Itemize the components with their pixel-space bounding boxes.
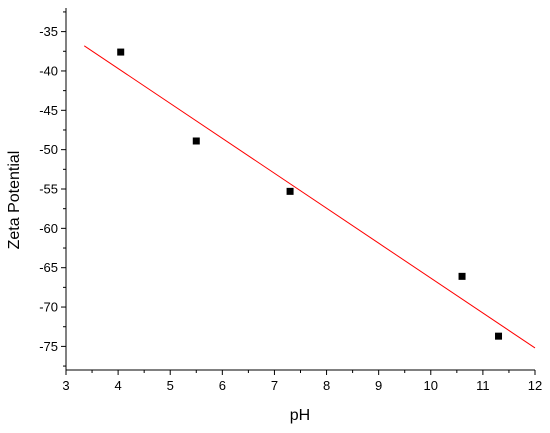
data-point — [192, 137, 200, 145]
x-tick-label: 3 — [62, 378, 69, 393]
y-tick-label: -65 — [39, 260, 58, 275]
x-tick-label: 11 — [476, 378, 490, 393]
y-tick-label: -75 — [39, 339, 58, 354]
x-tick-label: 10 — [424, 378, 438, 393]
axes: 3 4 5 6 7 8 9 10 11 12 -35 -40 -45 -50 -55 -60 -65 -70 -75 — [39, 8, 542, 393]
x-axis-title: pH — [290, 407, 310, 424]
y-tick-label: -55 — [39, 182, 58, 197]
x-tick-label: 7 — [271, 378, 278, 393]
y-tick-label: -60 — [39, 221, 58, 236]
data-point — [117, 48, 125, 56]
x-tick-label: 5 — [167, 378, 174, 393]
y-tick-label: -40 — [39, 63, 58, 78]
y-tick-label: -35 — [39, 24, 58, 39]
plot-area — [83, 45, 536, 349]
data-point — [495, 332, 503, 340]
y-axis-title: Zeta Potential — [6, 151, 23, 250]
x-tick-label: 8 — [323, 378, 330, 393]
y-tick-label: -70 — [39, 300, 58, 315]
x-tick-label: 6 — [219, 378, 226, 393]
data-point — [286, 187, 294, 195]
data-point — [458, 272, 466, 280]
y-tick-label: -50 — [39, 142, 58, 157]
y-tick-label: -45 — [39, 103, 58, 118]
x-tick-label: 12 — [528, 378, 542, 393]
x-tick-label: 4 — [114, 378, 121, 393]
x-tick-label: 9 — [375, 378, 382, 393]
fit-line — [83, 45, 536, 349]
